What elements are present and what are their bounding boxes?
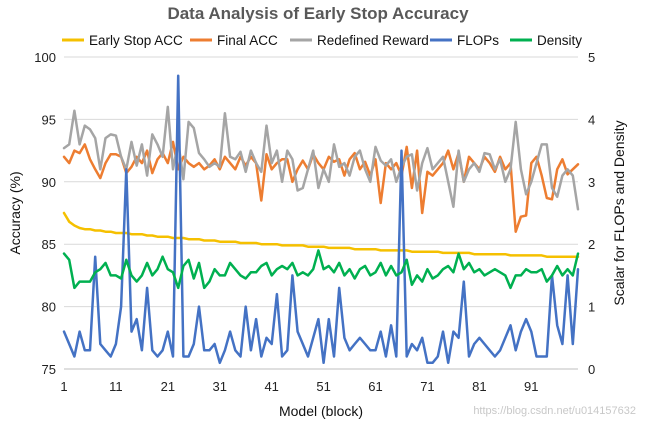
x-axis-ticks: 1 11 21 31 41 51 61 71 81 91 [60, 379, 538, 394]
y2-tick-label-3: 3 [588, 175, 595, 190]
legend-label-early-stop-acc: Early Stop ACC [89, 33, 183, 48]
chart-title: Data Analysis of Early Stop Accuracy [167, 4, 469, 23]
x-tick-label-6: 61 [368, 379, 382, 394]
legend-label-redefined-reward: Redefined Reward [317, 33, 429, 48]
x-tick-label-4: 41 [264, 379, 278, 394]
series-layer [62, 74, 580, 365]
legend-label-flops: FLOPs [457, 33, 499, 48]
x-tick-label-8: 81 [472, 379, 486, 394]
y-axis-right-ticks: 0 1 2 3 4 5 [588, 50, 595, 377]
x-tick-label-3: 31 [213, 379, 227, 394]
y-axis-title: Accuracy (%) [7, 171, 23, 254]
legend: Early Stop ACC Final ACC Redefined Reward F… [62, 33, 582, 48]
y-tick-label-1: 80 [42, 300, 56, 315]
x-axis-title: Model (block) [279, 403, 363, 419]
y2-tick-label-4: 4 [588, 112, 595, 127]
y-tick-label-2: 85 [42, 237, 56, 252]
x-tick-label-9: 91 [524, 379, 538, 394]
y2-tick-label-5: 5 [588, 50, 595, 65]
x-tick-label-5: 51 [316, 379, 330, 394]
y-tick-label-5: 100 [34, 50, 56, 65]
y2-axis-title: Scalar for FLOPs and Density [611, 120, 627, 305]
y-tick-label-0: 75 [42, 362, 56, 377]
series-line-early-stop-acc [62, 211, 580, 258]
x-tick-label-2: 21 [161, 379, 175, 394]
x-tick-label-0: 1 [60, 379, 67, 394]
watermark-text: https://blog.csdn.net/u014157632 [473, 405, 636, 417]
legend-label-final-acc: Final ACC [217, 33, 278, 48]
x-tick-label-7: 71 [420, 379, 434, 394]
series-line-flops [62, 74, 580, 365]
series-line-final-acc [62, 140, 580, 233]
legend-label-density: Density [537, 33, 582, 48]
series-line-density [62, 249, 580, 290]
y2-tick-label-2: 2 [588, 237, 595, 252]
y2-tick-label-0: 0 [588, 362, 595, 377]
y-tick-label-4: 95 [42, 112, 56, 127]
y2-tick-label-1: 1 [588, 300, 595, 315]
x-tick-label-1: 11 [109, 379, 123, 394]
y-tick-label-3: 90 [42, 175, 56, 190]
y-axis-left-ticks: 75 80 85 90 95 100 [34, 50, 56, 377]
series-line-redefined-reward [62, 105, 580, 211]
